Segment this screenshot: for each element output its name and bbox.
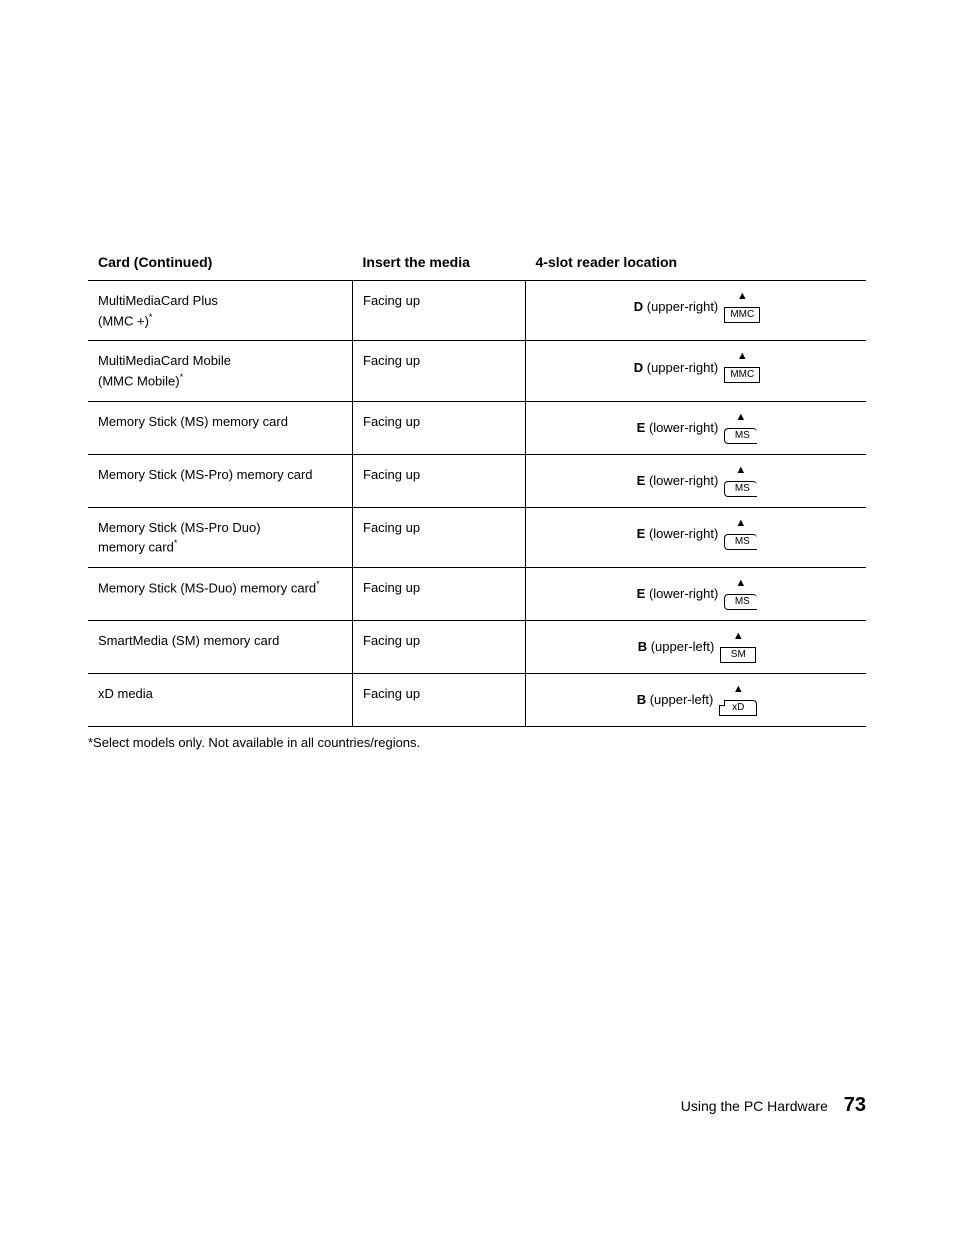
slot-icon: ▲ MMC bbox=[724, 291, 760, 323]
table-row: Memory Stick (MS-Pro Duo)memory card*Fac… bbox=[88, 507, 866, 567]
card-name-cell: MultiMediaCard Plus(MMC +)* bbox=[88, 281, 353, 341]
page-footer: Using the PC Hardware 73 bbox=[681, 1094, 866, 1117]
table-row: Memory Stick (MS-Pro) memory cardFacing … bbox=[88, 454, 866, 507]
card-name-cell: Memory Stick (MS) memory card bbox=[88, 401, 353, 454]
slot-label: SM bbox=[720, 647, 756, 663]
location-wrap: E (lower-right) ▲ MS bbox=[536, 465, 858, 497]
slot-label: MMC bbox=[724, 367, 760, 383]
up-arrow-icon: ▲ bbox=[724, 412, 757, 423]
location-text: E (lower-right) bbox=[637, 524, 719, 544]
footnote: *Select models only. Not available in al… bbox=[88, 727, 866, 750]
insert-cell: Facing up bbox=[353, 341, 526, 401]
up-arrow-icon: ▲ bbox=[724, 351, 760, 362]
footer-section-title: Using the PC Hardware bbox=[681, 1098, 828, 1114]
slot-icon: ▲ SM bbox=[720, 631, 756, 663]
card-name-cell: xD media bbox=[88, 673, 353, 726]
location-cell: D (upper-right) ▲ MMC bbox=[526, 341, 867, 401]
location-cell: B (upper-left) ▲ SM bbox=[526, 620, 867, 673]
slot-icon: ▲ MS bbox=[724, 518, 757, 550]
slot-label: MS bbox=[724, 594, 757, 610]
slot-icon: ▲ MS bbox=[724, 578, 757, 610]
table-row: SmartMedia (SM) memory cardFacing up B (u… bbox=[88, 620, 866, 673]
location-text: D (upper-right) bbox=[634, 358, 719, 378]
slot-label: xD bbox=[719, 700, 757, 716]
up-arrow-icon: ▲ bbox=[724, 291, 760, 302]
card-name-cell: MultiMediaCard Mobile(MMC Mobile)* bbox=[88, 341, 353, 401]
slot-icon: ▲ MS bbox=[724, 465, 757, 497]
table-row: MultiMediaCard Mobile(MMC Mobile)*Facing… bbox=[88, 341, 866, 401]
location-text: D (upper-right) bbox=[634, 297, 719, 317]
insert-cell: Facing up bbox=[353, 507, 526, 567]
location-text: E (lower-right) bbox=[637, 584, 719, 604]
location-wrap: B (upper-left) ▲ SM bbox=[536, 631, 858, 663]
location-wrap: E (lower-right) ▲ MS bbox=[536, 578, 858, 610]
card-name-cell: Memory Stick (MS-Pro Duo)memory card* bbox=[88, 507, 353, 567]
location-text: B (upper-left) bbox=[638, 637, 715, 657]
location-wrap: D (upper-right) ▲ MMC bbox=[536, 291, 858, 323]
card-name-cell: Memory Stick (MS-Pro) memory card bbox=[88, 454, 353, 507]
location-cell: D (upper-right) ▲ MMC bbox=[526, 281, 867, 341]
up-arrow-icon: ▲ bbox=[720, 631, 756, 642]
location-text: E (lower-right) bbox=[637, 471, 719, 491]
insert-cell: Facing up bbox=[353, 567, 526, 620]
insert-cell: Facing up bbox=[353, 673, 526, 726]
location-cell: E (lower-right) ▲ MS bbox=[526, 567, 867, 620]
location-wrap: D (upper-right) ▲ MMC bbox=[536, 351, 858, 383]
header-card: Card (Continued) bbox=[88, 250, 353, 281]
card-name-cell: Memory Stick (MS-Duo) memory card* bbox=[88, 567, 353, 620]
location-wrap: E (lower-right) ▲ MS bbox=[536, 412, 858, 444]
insert-cell: Facing up bbox=[353, 281, 526, 341]
insert-cell: Facing up bbox=[353, 620, 526, 673]
header-insert: Insert the media bbox=[353, 250, 526, 281]
slot-icon: ▲ MMC bbox=[724, 351, 760, 383]
location-wrap: E (lower-right) ▲ MS bbox=[536, 518, 858, 550]
table-row: xD mediaFacing up B (upper-left) ▲ xD bbox=[88, 673, 866, 726]
page: Card (Continued) Insert the media 4-slot… bbox=[0, 0, 954, 1235]
slot-label: MMC bbox=[724, 307, 760, 323]
card-name-cell: SmartMedia (SM) memory card bbox=[88, 620, 353, 673]
table-row: Memory Stick (MS) memory cardFacing up E … bbox=[88, 401, 866, 454]
location-cell: B (upper-left) ▲ xD bbox=[526, 673, 867, 726]
up-arrow-icon: ▲ bbox=[724, 578, 757, 589]
up-arrow-icon: ▲ bbox=[724, 465, 757, 476]
up-arrow-icon: ▲ bbox=[719, 684, 757, 695]
insert-cell: Facing up bbox=[353, 454, 526, 507]
insert-cell: Facing up bbox=[353, 401, 526, 454]
location-text: B (upper-left) bbox=[637, 690, 714, 710]
location-cell: E (lower-right) ▲ MS bbox=[526, 454, 867, 507]
location-text: E (lower-right) bbox=[637, 418, 719, 438]
location-cell: E (lower-right) ▲ MS bbox=[526, 507, 867, 567]
location-wrap: B (upper-left) ▲ xD bbox=[536, 684, 858, 716]
location-cell: E (lower-right) ▲ MS bbox=[526, 401, 867, 454]
header-location: 4-slot reader location bbox=[526, 250, 867, 281]
slot-label: MS bbox=[724, 534, 757, 550]
slot-label: MS bbox=[724, 428, 757, 444]
table-header-row: Card (Continued) Insert the media 4-slot… bbox=[88, 250, 866, 281]
page-number: 73 bbox=[844, 1094, 866, 1116]
table-row: Memory Stick (MS-Duo) memory card*Facing… bbox=[88, 567, 866, 620]
slot-icon: ▲ MS bbox=[724, 412, 757, 444]
slot-label: MS bbox=[724, 481, 757, 497]
card-table: Card (Continued) Insert the media 4-slot… bbox=[88, 250, 866, 727]
table-row: MultiMediaCard Plus(MMC +)*Facing up D (u… bbox=[88, 281, 866, 341]
slot-icon: ▲ xD bbox=[719, 684, 757, 716]
up-arrow-icon: ▲ bbox=[724, 518, 757, 529]
